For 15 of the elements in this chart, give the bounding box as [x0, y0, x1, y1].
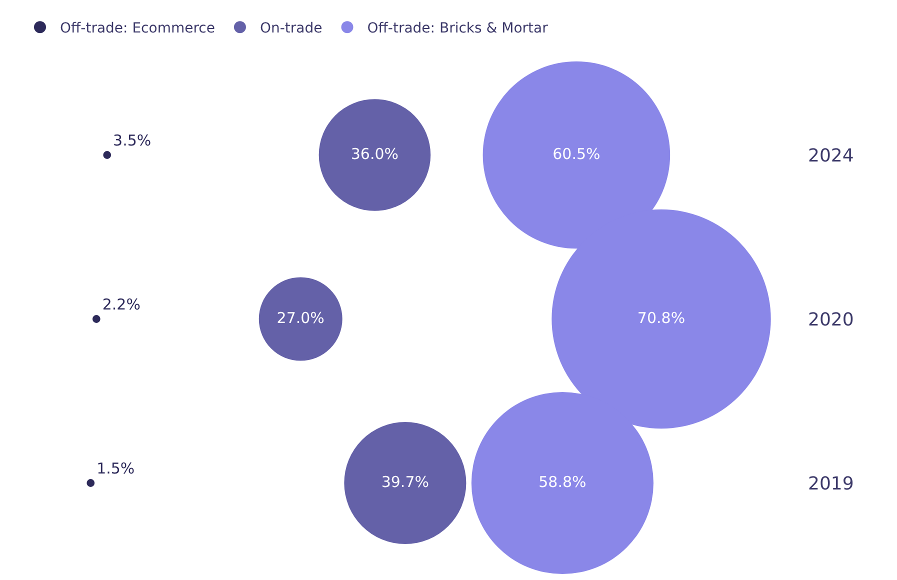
y-tick-label: 2019	[808, 473, 854, 494]
data-label: 60.5%	[552, 144, 600, 163]
data-label: 58.8%	[538, 472, 586, 491]
data-label: 39.7%	[381, 472, 430, 491]
data-label: 70.8%	[637, 308, 686, 327]
data-label: 36.0%	[350, 144, 399, 163]
data-label: 1.5%	[96, 459, 135, 478]
y-tick-label: 2024	[808, 145, 854, 166]
y-tick-label: 2020	[808, 309, 854, 330]
data-label: 2.2%	[102, 295, 140, 314]
legend-label: On-trade	[260, 20, 322, 37]
legend-label: Off-trade: Bricks & Mortar	[367, 20, 548, 37]
legend-label: Off-trade: Ecommerce	[60, 20, 215, 37]
data-label: 3.5%	[113, 131, 152, 150]
data-label: 27.0%	[276, 308, 324, 327]
